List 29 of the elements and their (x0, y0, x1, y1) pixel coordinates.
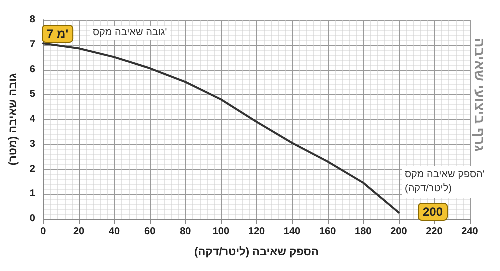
x-tick-label: 200 (390, 226, 408, 238)
y-tick-label: 0 (30, 214, 36, 224)
y-tick-label: 5 (30, 89, 36, 100)
x-tick-label: 80 (180, 226, 192, 238)
x-tick-label: 40 (108, 226, 121, 238)
y-tick-label: 2 (30, 164, 36, 175)
x-tick-label: 0 (40, 226, 47, 238)
annotation: הספק שאיבה מקס' (ליטר/דקה) (405, 170, 485, 194)
x-tick-label: 120 (248, 226, 266, 238)
x-axis-title: הספק שאיבה (ליטר/דקה) (194, 246, 319, 258)
x-tick-label: 180 (355, 226, 372, 238)
y-tick-label: 6 (30, 64, 36, 76)
text: גרף ביצועי שאיבה (472, 38, 488, 152)
y-tick-label: 7 (30, 39, 36, 50)
x-tick-label: 160 (319, 226, 337, 238)
x-tick-label: 20 (73, 226, 86, 238)
x-tick-label: 100 (212, 226, 230, 238)
y-tick-label: 1 (30, 188, 36, 200)
y-tick-label: 8 (30, 14, 36, 26)
annotation: גובה שאיבה מקס' (93, 28, 168, 38)
annotation: 200 (423, 205, 444, 219)
y-tick-label: 3 (30, 138, 36, 150)
x-tick-label: 240 (462, 226, 479, 238)
annotation: 7 מ' (47, 27, 69, 41)
y-tick-label: 4 (30, 114, 36, 125)
x-tick-label: 60 (144, 226, 156, 238)
x-tick-label: 220 (426, 226, 444, 238)
x-tick-label: 140 (284, 226, 302, 238)
y-axis-title: גובה שאיבה (מטר) (8, 73, 20, 166)
